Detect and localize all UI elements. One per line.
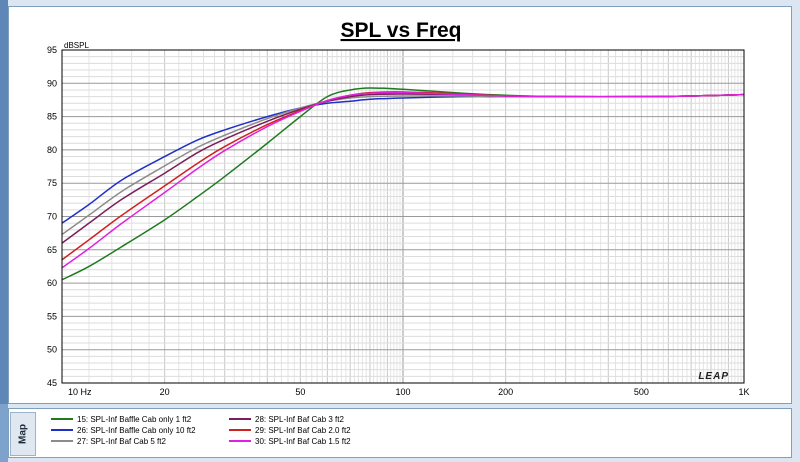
y-tick-label: 45: [47, 378, 57, 388]
y-tick-label: 55: [47, 311, 57, 321]
chart-title: SPL vs Freq: [341, 19, 462, 42]
x-tick-label: 200: [498, 387, 513, 397]
x-tick-label: 1K: [738, 387, 749, 397]
y-tick-label: 60: [47, 278, 57, 288]
window-edge-lower: [0, 404, 8, 462]
legend-entry: 27: SPL-Inf Baf Cab 5 ft2: [77, 437, 166, 446]
y-tick-label: 95: [47, 45, 57, 55]
legend-panel: 15: SPL-Inf Baffle Cab only 1 ft2 26: SPL…: [8, 408, 792, 458]
x-tick-label: 100: [395, 387, 410, 397]
map-tab[interactable]: Map: [10, 412, 36, 456]
y-tick-label: 80: [47, 145, 57, 155]
axis-tick-labels: 45 50 55 60 65 70 75 80 85 90 95 10 Hz 20 50 100 200 500…: [47, 45, 750, 397]
legend-entry: 28: SPL-Inf Baf Cab 3 ft2: [255, 415, 344, 424]
x-tick-label: 50: [295, 387, 305, 397]
x-tick-label: 10 Hz: [68, 387, 92, 397]
map-tab-label: Map: [17, 424, 29, 444]
window-edge: [0, 0, 8, 462]
y-axis-label: dBSPL: [64, 41, 89, 50]
series-lines: [61, 87, 745, 281]
legend-entry: 26: SPL-Inf Baffle Cab only 10 ft2: [77, 426, 196, 435]
legend-entry: 15: SPL-Inf Baffle Cab only 1 ft2: [77, 415, 192, 424]
legend: 15: SPL-Inf Baffle Cab only 1 ft2 26: SPL…: [51, 415, 351, 446]
chart-frame: 45 50 55 60 65 70 75 80 85 90 95 10 Hz 20 50 100 200 500…: [8, 6, 792, 404]
y-tick-label: 50: [47, 345, 57, 355]
plot-border: [61, 49, 745, 384]
y-tick-label: 75: [47, 178, 57, 188]
legend-entry: 29: SPL-Inf Baf Cab 2.0 ft2: [255, 426, 351, 435]
y-tick-label: 65: [47, 245, 57, 255]
series-line-6: [61, 91, 745, 269]
y-tick-label: 70: [47, 212, 57, 222]
y-tick-label: 85: [47, 112, 57, 122]
grid-lines: [61, 49, 744, 384]
x-tick-label: 500: [634, 387, 649, 397]
x-tick-label: 20: [160, 387, 170, 397]
y-tick-label: 90: [47, 78, 57, 88]
legend-entry: 30: SPL-Inf Baf Cab 1.5 ft2: [255, 437, 351, 446]
leap-watermark: LEAP: [698, 371, 729, 382]
spl-vs-freq-chart: 45 50 55 60 65 70 75 80 85 90 95 10 Hz 20 50 100 200 500…: [47, 19, 750, 397]
